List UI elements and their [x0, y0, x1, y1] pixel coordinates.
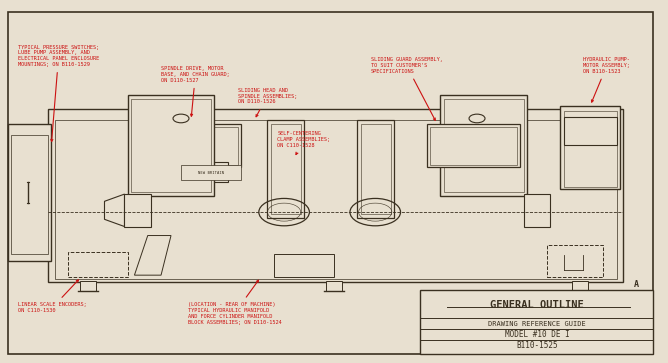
- Bar: [181, 165, 241, 180]
- Bar: [68, 252, 128, 277]
- Bar: [564, 117, 617, 146]
- Bar: [430, 127, 517, 165]
- Bar: [128, 95, 214, 196]
- Bar: [8, 124, 51, 261]
- Bar: [267, 120, 304, 217]
- Bar: [572, 281, 588, 291]
- Bar: [326, 281, 342, 291]
- Text: SLIDING HEAD AND
SPINDLE ASSEMBLIES;
ON D110-1526: SLIDING HEAD AND SPINDLE ASSEMBLIES; ON …: [238, 88, 297, 117]
- Bar: [11, 135, 48, 253]
- Text: SLIDING GUARD ASSEMBLY,
TO SUIT CUSTOMER'S
SPECIFICATIONS: SLIDING GUARD ASSEMBLY, TO SUIT CUSTOMER…: [371, 57, 442, 120]
- Bar: [80, 281, 96, 291]
- Bar: [48, 110, 623, 282]
- Bar: [361, 124, 391, 214]
- Bar: [564, 111, 617, 187]
- Polygon shape: [104, 194, 124, 227]
- Bar: [427, 124, 520, 167]
- Bar: [560, 106, 620, 189]
- Text: MODEL #10 DE I: MODEL #10 DE I: [504, 330, 569, 339]
- Text: SELF-CENTERING
CLAMP ASSEMBLIES;
ON C110-1528: SELF-CENTERING CLAMP ASSEMBLIES; ON C110…: [277, 131, 331, 155]
- Text: TYPICAL PRESSURE SWITCHES;
LUBE PUMP ASSEMBLY, AND
ELECTRICAL PANEL ENCLOSURE
MO: TYPICAL PRESSURE SWITCHES; LUBE PUMP ASS…: [18, 45, 100, 142]
- Bar: [274, 253, 334, 277]
- Bar: [440, 95, 527, 196]
- Bar: [151, 127, 238, 165]
- Text: (LOCATION - REAR OF MACHINE)
TYPICAL HYDRAULIC MANIFOLD
AND FORCE CYLINDER MANIF: (LOCATION - REAR OF MACHINE) TYPICAL HYD…: [188, 280, 281, 325]
- Text: HYDRAULIC PUMP-
MOTOR ASSEMBLY;
ON B110-1523: HYDRAULIC PUMP- MOTOR ASSEMBLY; ON B110-…: [583, 57, 631, 102]
- Text: B110-1525: B110-1525: [516, 341, 558, 350]
- Polygon shape: [527, 194, 547, 227]
- Text: A: A: [634, 280, 639, 289]
- Bar: [131, 99, 211, 192]
- Bar: [547, 245, 603, 277]
- Bar: [124, 194, 151, 227]
- Bar: [271, 124, 301, 214]
- Bar: [420, 290, 653, 354]
- Text: SPINDLE DRIVE, MOTOR
BASE, AND CHAIN GUARD;
ON D110-1527: SPINDLE DRIVE, MOTOR BASE, AND CHAIN GUA…: [161, 66, 230, 116]
- Bar: [444, 99, 524, 192]
- Text: DRAWING REFERENCE GUIDE: DRAWING REFERENCE GUIDE: [488, 321, 586, 327]
- Text: LINEAR SCALE ENCODERS;
ON C110-1530: LINEAR SCALE ENCODERS; ON C110-1530: [18, 280, 87, 313]
- Polygon shape: [134, 236, 171, 275]
- Bar: [524, 194, 550, 227]
- Bar: [55, 120, 617, 279]
- Text: GENERAL OUTLINE: GENERAL OUTLINE: [490, 300, 584, 310]
- Bar: [161, 162, 228, 182]
- Bar: [357, 120, 394, 217]
- Text: NEW BRITAIN: NEW BRITAIN: [198, 171, 224, 175]
- Bar: [148, 124, 241, 167]
